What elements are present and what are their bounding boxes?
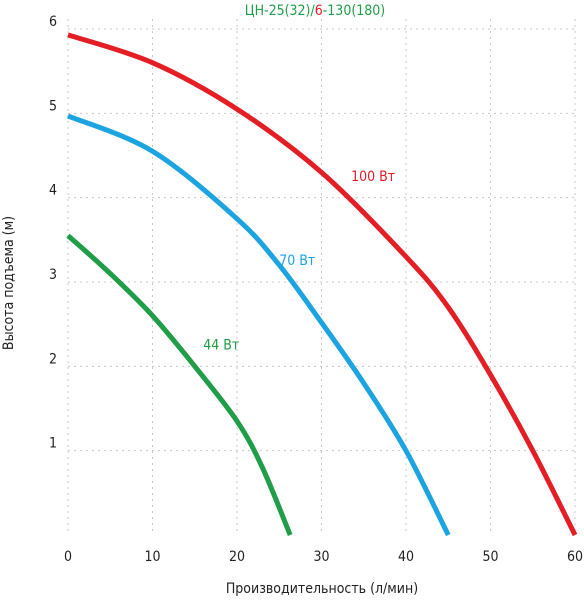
- y-tick-label: 2: [49, 351, 57, 367]
- x-tick-label: 20: [229, 549, 245, 565]
- x-tick-label: 10: [144, 549, 160, 565]
- series-line-3: [66, 233, 293, 536]
- x-tick-label: 60: [567, 549, 583, 565]
- x-tick-label: 40: [398, 549, 414, 565]
- series-label-3: 44 Вт: [203, 337, 239, 353]
- series-label-1: 100 Вт: [351, 169, 395, 185]
- chart-title-part: -130(180): [323, 3, 385, 19]
- grid: [67, 19, 576, 535]
- x-tick-label: 30: [313, 549, 329, 565]
- x-tick-label: 0: [64, 549, 72, 565]
- chart-title-part: ЦН-25(32)/: [245, 3, 316, 19]
- series-label-2: 70 Вт: [279, 253, 315, 269]
- series-line-2: [67, 113, 451, 537]
- y-tick-label: 1: [49, 436, 57, 452]
- y-tick-label: 3: [49, 267, 57, 283]
- y-tick-label: 6: [49, 14, 57, 30]
- chart-title-part: 6: [315, 3, 323, 19]
- y-tick-label: 5: [49, 98, 57, 114]
- chart-title: ЦН-25(32)/6-130(180): [245, 3, 385, 19]
- tick-labels: 0 10 20 30 40 50 60 1 2 3 4 5 6: [49, 14, 583, 565]
- series-lines: [66, 32, 578, 537]
- series-labels: 100 Вт 70 Вт 44 Вт: [203, 169, 395, 354]
- y-tick-label: 4: [49, 183, 57, 199]
- x-axis-label: Производительность (л/мин): [226, 581, 418, 597]
- y-axis-label: Высота подъема (м): [1, 216, 17, 350]
- x-tick-label: 50: [482, 549, 498, 565]
- series-line-1: [67, 32, 578, 537]
